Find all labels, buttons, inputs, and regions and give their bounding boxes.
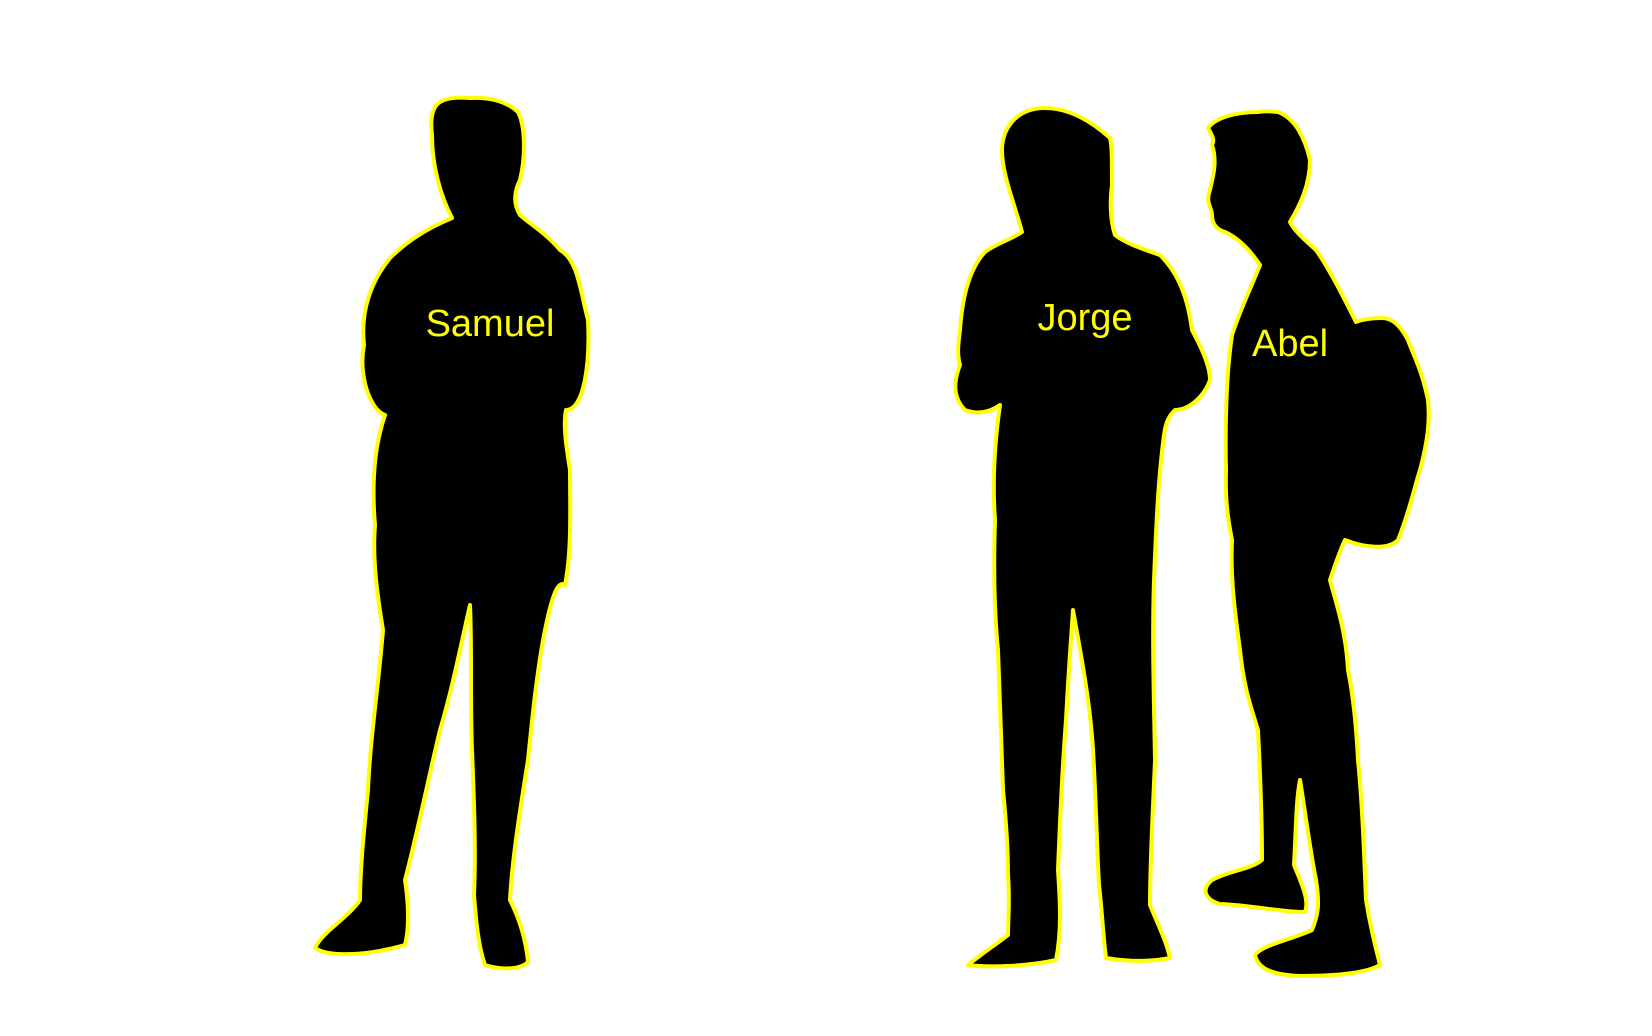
person-abel: Abel: [1203, 109, 1431, 978]
person-samuel: Samuel: [313, 95, 591, 971]
person-label-abel: Abel: [1252, 323, 1328, 365]
silhouette-jorge: [953, 106, 1212, 969]
person-jorge: Jorge: [953, 106, 1212, 969]
silhouette-abel: [1203, 109, 1431, 978]
silhouette-samuel: [313, 95, 591, 971]
person-label-jorge: Jorge: [1037, 297, 1132, 339]
person-label-samuel: Samuel: [426, 303, 555, 345]
